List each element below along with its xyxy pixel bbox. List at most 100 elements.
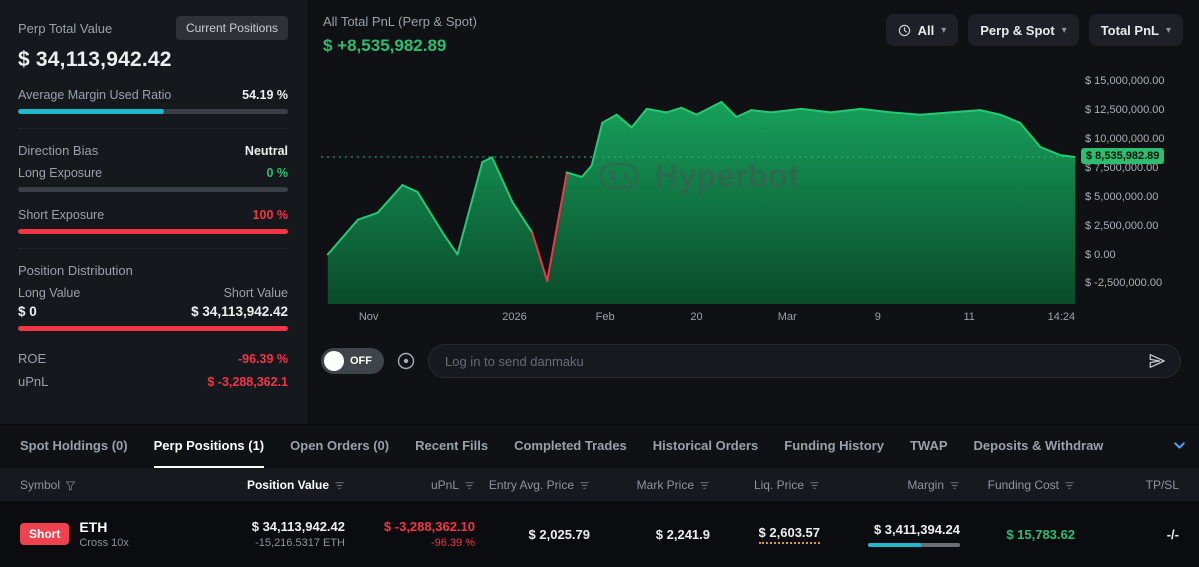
- chevron-down-icon: ▾: [941, 24, 947, 36]
- pnl-area-fill: [327, 102, 1075, 304]
- chart-filters: All ▾ Perp & Spot ▾ Total PnL ▾: [885, 14, 1183, 46]
- tab-perp-positions[interactable]: Perp Positions (1): [153, 425, 265, 468]
- tab-twap[interactable]: TWAP: [909, 438, 948, 453]
- pnl-line-negative: [531, 231, 549, 282]
- pnl-line: [565, 171, 583, 178]
- positions-tabs: Spot Holdings (0) Perp Positions (1) Ope…: [0, 425, 1199, 469]
- y-axis-tick: $ 7,500,000.00: [1085, 162, 1159, 174]
- divider: [18, 128, 288, 129]
- danmaku-settings-icon[interactable]: [396, 351, 416, 371]
- position-value-cell: $ 34,113,942.42 -15,216.5317 ETH: [251, 519, 345, 549]
- column-funding-cost[interactable]: Funding Cost: [960, 478, 1075, 492]
- pnl-line: [695, 101, 723, 116]
- roe-label: ROE: [18, 351, 47, 366]
- time-range-dropdown[interactable]: All ▾: [885, 14, 959, 46]
- column-tpsl: TP/SL: [1145, 478, 1179, 492]
- tabs-overflow-chevron-icon[interactable]: [1172, 438, 1187, 453]
- column-margin[interactable]: Margin: [820, 478, 960, 492]
- x-axis-tick: 9: [874, 311, 881, 323]
- toggle-label: OFF: [350, 355, 372, 367]
- pnl-line: [919, 111, 952, 116]
- pnl-line: [456, 161, 484, 256]
- tab-deposits-withdrawals[interactable]: Deposits & Withdraw: [973, 438, 1104, 453]
- chart-x-axis: Nov 2026 Feb 20 Mar 9 11 14:24: [321, 304, 1089, 330]
- pnl-line: [770, 107, 803, 114]
- perp-total-value-label: Perp Total Value: [18, 20, 113, 36]
- margin-used-ratio-bar: [18, 109, 288, 114]
- pnl-line-negative: [546, 171, 568, 282]
- long-value-label: Long Value: [18, 286, 81, 300]
- pnl-line: [1058, 154, 1075, 158]
- x-axis-tick: 2026: [502, 311, 527, 323]
- chart-title: All Total PnL (Perp & Spot): [323, 14, 477, 29]
- long-exposure-bar: [18, 187, 288, 192]
- column-liq-price[interactable]: Liq. Price: [710, 478, 820, 492]
- clock-icon: [898, 24, 910, 36]
- position-distribution-bar: [18, 326, 288, 331]
- leverage-label: Cross 10x: [79, 537, 129, 549]
- direction-bias-label: Direction Bias: [18, 143, 99, 158]
- sort-icon: [810, 481, 819, 489]
- chart-y-axis: $ 15,000,000.00 $ 12,500,000.00 $ 10,000,0…: [1075, 72, 1199, 304]
- toggle-knob: [324, 351, 344, 371]
- scope-value: Perp & Spot: [980, 22, 1055, 38]
- pnl-line: [800, 107, 832, 114]
- pnl-line: [481, 156, 494, 163]
- tab-spot-holdings[interactable]: Spot Holdings (0): [20, 438, 128, 453]
- pnl-line: [735, 109, 753, 118]
- sort-icon: [950, 481, 959, 489]
- position-distribution-fill: [18, 326, 288, 331]
- chevron-down-icon: ▾: [1061, 24, 1067, 36]
- tab-historical-orders[interactable]: Historical Orders: [652, 438, 759, 453]
- pnl-chart-area: Hyperbot $ 15,000,000.00 $ 12,500,000.00 $…: [321, 72, 1199, 304]
- metric-dropdown[interactable]: Total PnL ▾: [1088, 14, 1183, 46]
- danmaku-toggle[interactable]: OFF: [321, 348, 384, 374]
- chart-header: All Total PnL (Perp & Spot) $ +8,535,982…: [307, 0, 1199, 56]
- sort-icon: [465, 481, 474, 489]
- tab-completed-trades[interactable]: Completed Trades: [514, 438, 627, 453]
- current-positions-button[interactable]: Current Positions: [175, 16, 288, 40]
- tab-open-orders[interactable]: Open Orders (0): [290, 438, 390, 453]
- pnl-line: [949, 109, 981, 114]
- short-exposure-label: Short Exposure: [18, 208, 105, 222]
- side-badge: Short: [20, 523, 70, 545]
- pnl-chart-svg: [321, 101, 1075, 304]
- pnl-line: [376, 184, 404, 214]
- position-row[interactable]: Short ETH Cross 10x $ 34,113,942.42 -15,…: [0, 501, 1199, 567]
- margin-usage-fill: [868, 542, 922, 547]
- pnl-line: [1039, 146, 1061, 157]
- danmaku-input[interactable]: [428, 344, 1181, 378]
- column-position-value[interactable]: Position Value: [205, 478, 345, 492]
- chevron-down-icon: ▾: [1165, 24, 1171, 36]
- x-axis-tick: Mar: [777, 311, 797, 323]
- perp-total-value: $ 34,113,942.42: [18, 48, 172, 71]
- pnl-line: [750, 109, 773, 114]
- pnl-line: [978, 109, 1002, 116]
- pnl-line: [441, 231, 459, 256]
- pnl-line: [890, 111, 922, 116]
- pnl-line: [680, 106, 698, 116]
- tab-funding-history[interactable]: Funding History: [784, 438, 884, 453]
- y-axis-tick: $ 2,500,000.00: [1085, 220, 1159, 232]
- tab-recent-fills[interactable]: Recent Fills: [415, 438, 489, 453]
- column-mark-price[interactable]: Mark Price: [590, 478, 710, 492]
- x-axis-tick: 11: [963, 311, 975, 323]
- y-axis-tick: $ -2,500,000.00: [1085, 277, 1163, 289]
- column-entry-price[interactable]: Entry Avg. Price: [475, 478, 590, 492]
- filter-funnel-icon: [65, 480, 76, 491]
- send-icon[interactable]: [1148, 352, 1166, 370]
- scope-dropdown[interactable]: Perp & Spot ▾: [968, 14, 1079, 46]
- y-axis-tick: $ 5,000,000.00: [1085, 191, 1159, 203]
- pnl-line: [401, 184, 419, 193]
- divider: [18, 248, 288, 249]
- column-symbol[interactable]: Symbol: [20, 478, 205, 492]
- funding-cost-cell: $ 15,783.62: [1006, 526, 1075, 542]
- tpsl-cell[interactable]: -/-: [1166, 526, 1179, 542]
- liq-price-cell: $ 2,603.57: [710, 525, 820, 544]
- direction-bias-value: Neutral: [244, 143, 288, 158]
- pnl-line: [645, 107, 668, 114]
- upnl-value: $ -3,288,362.1: [207, 374, 288, 389]
- pnl-chart-panel: All Total PnL (Perp & Spot) $ +8,535,982…: [307, 0, 1199, 424]
- pnl-line: [665, 106, 683, 114]
- column-upnl[interactable]: uPnL: [345, 478, 475, 492]
